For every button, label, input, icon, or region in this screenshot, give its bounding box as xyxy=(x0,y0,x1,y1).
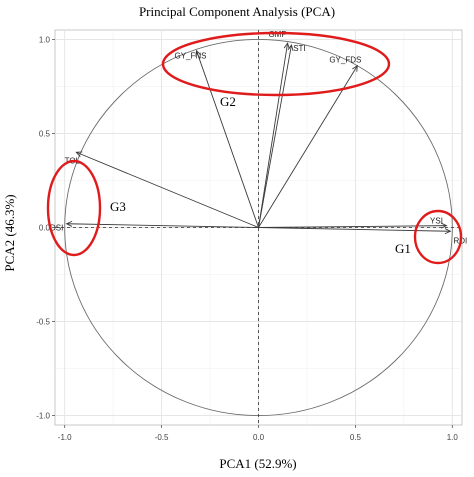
vector-label-sti: STI xyxy=(293,44,305,53)
vector-label-gy_fds: GY_FDS xyxy=(329,56,361,65)
arrowhead-rdi xyxy=(444,228,452,235)
y-tick-label: 1.0 xyxy=(39,35,51,44)
vector-gmp xyxy=(258,43,289,228)
chart-title: Principal Component Analysis (PCA) xyxy=(139,4,335,19)
x-tick-label: -1.0 xyxy=(58,433,72,442)
group-annotations: G1 G2 G3 xyxy=(46,31,463,265)
x-tick-label: 0.5 xyxy=(350,433,362,442)
vector-label-gy_fns: GY_FNS xyxy=(174,52,206,61)
arrowhead-ysi xyxy=(440,222,448,229)
y-tick-label: -1.0 xyxy=(36,412,50,421)
arrowhead-tol xyxy=(75,151,83,158)
vector-sti xyxy=(258,44,292,228)
x-ticks: -1.0 -0.5 0.0 0.5 1.0 xyxy=(58,425,459,442)
vector-tol xyxy=(76,151,259,228)
vector-gy_fds xyxy=(258,65,358,228)
group-ellipse-g2 xyxy=(161,31,391,97)
group-label-g3: G3 xyxy=(110,199,126,214)
vector-ysi xyxy=(258,225,447,228)
vector-rdi xyxy=(258,227,451,232)
group-ellipse-g3 xyxy=(46,159,102,257)
group-label-g2: G2 xyxy=(220,94,236,109)
y-tick-label: 0.0 xyxy=(39,224,51,233)
arrowhead-gy_fns xyxy=(195,49,202,57)
group-label-g1: G1 xyxy=(395,241,411,256)
arrowhead-gy_fds xyxy=(352,64,358,72)
vector-label-ysi: YSI xyxy=(430,217,443,226)
vector-label-dsi: DSI xyxy=(50,224,63,233)
arrowhead-sti xyxy=(287,44,294,51)
y-axis-label: PCA2 (46.3%) xyxy=(2,194,17,271)
arrowhead-gmp xyxy=(283,42,290,50)
x-tick-label: -0.5 xyxy=(155,433,169,442)
vector-label-gmp: GMP xyxy=(268,30,286,39)
vector-gy_fns xyxy=(196,50,259,228)
y-ticks: -1.0 -0.5 0.0 0.5 1.0 xyxy=(36,35,55,421)
arrowhead-dsi xyxy=(65,220,73,227)
x-tick-label: 0.0 xyxy=(253,433,265,442)
group-ellipse-g1 xyxy=(413,209,463,265)
x-axis-label: PCA1 (52.9%) xyxy=(219,456,296,471)
y-tick-label: -0.5 xyxy=(36,318,50,327)
x-tick-label: 1.0 xyxy=(447,433,459,442)
y-tick-label: 0.5 xyxy=(39,129,51,138)
